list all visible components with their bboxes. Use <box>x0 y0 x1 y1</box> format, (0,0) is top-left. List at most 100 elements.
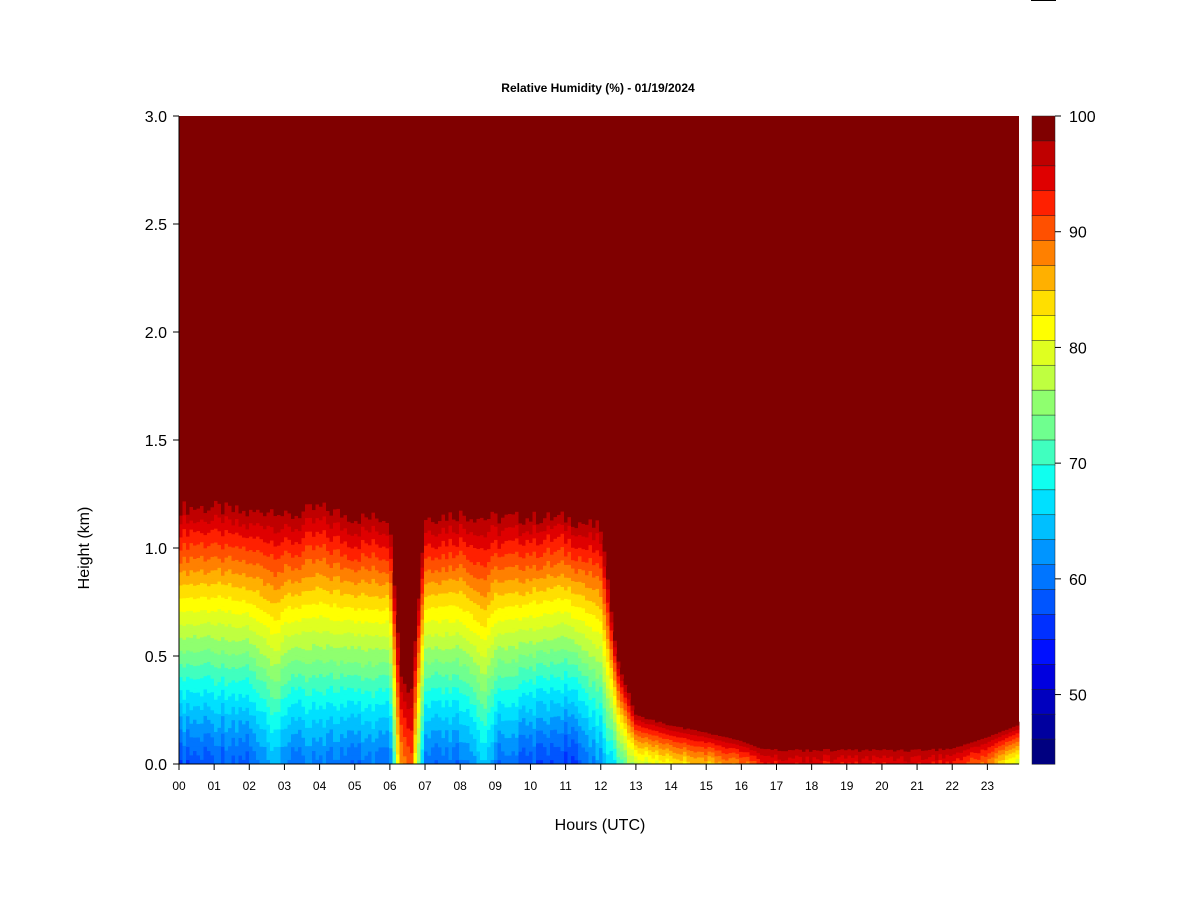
heatmap-cell <box>214 592 218 598</box>
heatmap-cell <box>270 558 274 563</box>
heatmap-cell <box>427 530 432 535</box>
heatmap-cell <box>385 607 390 612</box>
heatmap-cell <box>326 537 330 543</box>
heatmap-cell <box>312 621 316 627</box>
heatmap-cell <box>228 496 232 502</box>
heatmap-cell <box>315 513 320 519</box>
heatmap-cell <box>434 574 439 579</box>
heatmap-cell <box>312 688 316 693</box>
heatmap-cell <box>319 732 323 738</box>
heatmap-cell <box>403 710 407 713</box>
heatmap-cell <box>242 501 246 507</box>
heatmap-cell <box>452 566 456 572</box>
heatmap-cell <box>361 561 365 567</box>
heatmap-cell <box>424 549 428 555</box>
heatmap-cell <box>301 706 306 712</box>
heatmap-cell <box>333 571 337 577</box>
heatmap-cell <box>287 737 292 743</box>
heatmap-cell <box>357 569 362 575</box>
heatmap-cell <box>340 564 344 570</box>
heatmap-cell <box>399 691 404 694</box>
heatmap-cell <box>214 565 218 571</box>
heatmap-cell <box>322 502 327 508</box>
heatmap-cell <box>186 619 190 625</box>
heatmap-cell <box>354 635 358 641</box>
heatmap-cell <box>217 526 222 532</box>
heatmap-cell <box>354 507 358 513</box>
heatmap-cell <box>392 572 397 576</box>
heatmap-cell <box>266 693 271 699</box>
heatmap-cell <box>301 666 306 672</box>
heatmap-cell <box>252 626 257 632</box>
heatmap-cell <box>399 660 404 663</box>
heatmap-cell <box>333 638 337 644</box>
heatmap-cell <box>228 532 232 538</box>
heatmap-cell <box>322 594 327 600</box>
heatmap-cell <box>329 733 334 739</box>
heatmap-cell <box>340 686 344 691</box>
heatmap-cell <box>385 594 390 600</box>
heatmap-cell <box>410 672 414 675</box>
heatmap-cell <box>368 536 372 542</box>
heatmap-cell <box>364 733 369 739</box>
heatmap-cell <box>354 746 358 752</box>
heatmap-cell <box>298 552 302 558</box>
heatmap-cell <box>350 700 355 706</box>
heatmap-cell <box>301 639 306 645</box>
heatmap-cell <box>315 750 320 756</box>
heatmap-cell <box>462 606 467 612</box>
heatmap-cell <box>242 648 246 654</box>
heatmap-cell <box>277 650 281 656</box>
heatmap-cell <box>249 643 253 649</box>
heatmap-cell <box>305 595 309 601</box>
heatmap-cell <box>371 631 376 637</box>
heatmap-cell <box>238 623 243 628</box>
heatmap-cell <box>361 504 365 510</box>
heatmap-cell <box>410 717 414 720</box>
heatmap-cell <box>277 637 281 642</box>
heatmap-cell <box>186 540 190 546</box>
heatmap-cell <box>420 700 425 705</box>
heatmap-cell <box>207 697 211 703</box>
heatmap-cell <box>329 750 334 756</box>
heatmap-cell <box>266 741 271 747</box>
heatmap-cell <box>322 515 327 521</box>
heatmap-cell <box>375 595 379 601</box>
heatmap-cell <box>455 687 460 692</box>
heatmap-cell <box>392 626 397 631</box>
heatmap-cell <box>298 638 302 644</box>
heatmap-cell <box>231 511 236 517</box>
heatmap-cell <box>301 608 306 614</box>
heatmap-cell <box>459 679 463 685</box>
heatmap-cell <box>277 584 281 590</box>
heatmap-cell <box>193 545 197 551</box>
heatmap-cell <box>200 564 204 570</box>
heatmap-cell <box>273 563 278 569</box>
heatmap-cell <box>224 635 229 641</box>
heatmap-cell <box>193 723 197 729</box>
heatmap-cell <box>399 705 404 708</box>
heatmap-cell <box>273 663 278 669</box>
heatmap-cell <box>399 707 404 710</box>
heatmap-cell <box>259 627 264 632</box>
heatmap-cell <box>406 738 411 741</box>
heatmap-cell <box>326 675 330 680</box>
heatmap-cell <box>182 565 187 571</box>
heatmap-cell <box>249 545 253 551</box>
heatmap-cell <box>399 688 404 691</box>
heatmap-cell <box>200 741 204 747</box>
heatmap-cell <box>179 641 183 647</box>
heatmap-cell <box>284 701 288 707</box>
heatmap-cell <box>277 593 281 599</box>
heatmap-cell <box>217 590 222 596</box>
heatmap-cell <box>361 530 365 536</box>
heatmap-cell <box>462 663 467 669</box>
heatmap-cell <box>333 629 337 635</box>
heatmap-cell <box>252 755 257 760</box>
heatmap-cell <box>448 542 453 548</box>
heatmap-cell <box>231 706 236 712</box>
heatmap-cell <box>319 700 323 706</box>
heatmap-cell <box>357 628 362 634</box>
heatmap-cell <box>193 755 197 760</box>
heatmap-cell <box>221 597 225 603</box>
